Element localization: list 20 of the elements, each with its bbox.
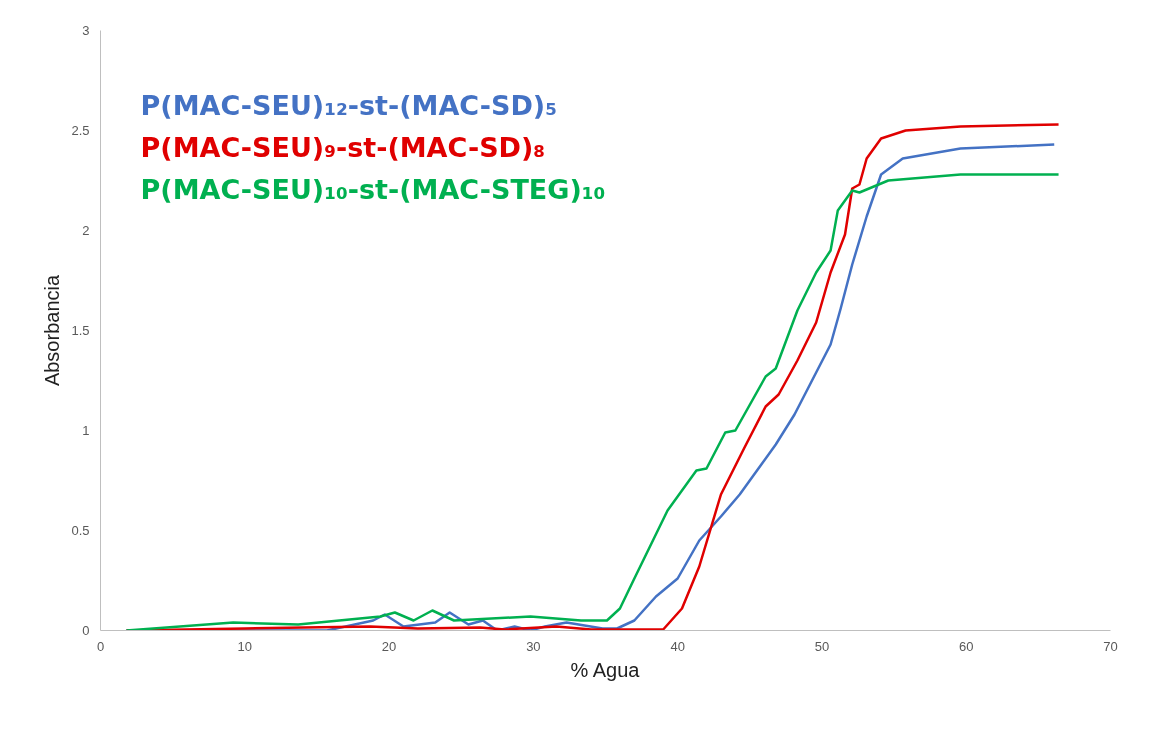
text: P(MAC-SEU)₁₂-st-(MAC-SD)₅ <box>140 89 557 121</box>
y-tick-label: 3 <box>82 23 90 38</box>
x-tick-label: 50 <box>814 638 830 654</box>
x-axis-title: % Agua <box>570 658 641 681</box>
x-tick-label: 0 <box>96 638 105 654</box>
x-tick-label: 10 <box>237 638 253 654</box>
x-tick-label: 20 <box>381 638 397 654</box>
x-tick-label: 70 <box>1103 638 1118 654</box>
y-axis-title: Absorbancia <box>41 274 64 387</box>
x-tick-label: 60 <box>958 638 974 654</box>
y-tick-label: 1.5 <box>71 323 90 338</box>
y-tick-label: 1 <box>82 423 90 438</box>
text: P(MAC-SEU)₉-st-(MAC-SD)₈ <box>140 131 546 163</box>
y-tick-label: 2 <box>82 223 90 238</box>
y-tick-label: 0 <box>82 623 90 638</box>
text: P(MAC-SEU)₁₀-st-(MAC-STEG)₁₀ <box>140 173 606 205</box>
y-tick-label: 0.5 <box>71 523 90 538</box>
y-tick-label: 2.5 <box>71 123 90 138</box>
x-tick-label: 30 <box>526 638 541 654</box>
x-tick-label: 40 <box>670 638 685 654</box>
